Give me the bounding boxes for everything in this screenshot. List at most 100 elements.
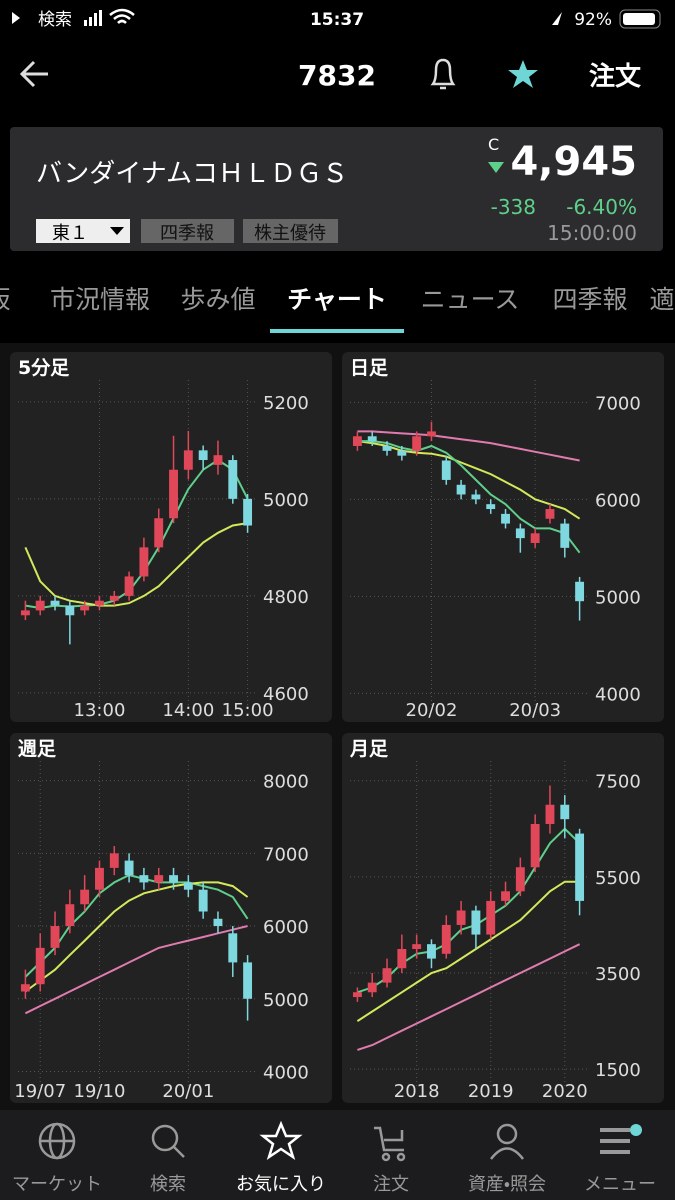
carrier: 検索 <box>38 10 72 30</box>
nav-label[interactable]: 注文 <box>373 1174 409 1195</box>
candle-body <box>471 494 481 500</box>
moving-average <box>25 458 249 610</box>
x-tick-label: 20/01 <box>162 1081 214 1102</box>
y-tick-label: 3500 <box>595 964 641 985</box>
candle-body <box>20 984 30 992</box>
candle-body <box>501 513 510 524</box>
moving-average <box>24 881 249 993</box>
x-tick-label: 2019 <box>468 1081 514 1102</box>
market-icon <box>38 1122 76 1160</box>
candle-body <box>228 460 238 499</box>
nav-label[interactable]: 検索 <box>150 1174 186 1195</box>
candle-body <box>95 867 104 890</box>
y-tick-label: 4000 <box>263 1062 309 1083</box>
moving-average <box>357 430 580 462</box>
tag[interactable]: 四季報 <box>160 223 214 244</box>
candle-body <box>352 992 362 998</box>
favorite-button[interactable] <box>508 60 538 88</box>
market-dropdown-icon <box>110 227 124 235</box>
y-tick-label: 5000 <box>595 587 641 608</box>
tab[interactable]: 歩み値 <box>180 285 255 314</box>
x-tick-label: 19/10 <box>74 1081 126 1102</box>
order-button[interactable]: 注文 <box>589 61 641 92</box>
y-tick-label: 6000 <box>263 917 309 938</box>
candle-body <box>530 533 540 543</box>
candle-body <box>198 450 208 461</box>
candle-body <box>243 498 253 526</box>
chart-panel <box>342 352 664 722</box>
back-button[interactable] <box>19 60 48 88</box>
nav-label[interactable]: メニュー <box>584 1174 656 1195</box>
nav-label[interactable]: お気に入り <box>236 1174 326 1195</box>
tag-box[interactable] <box>243 219 338 243</box>
nav-label[interactable]: マーケット <box>12 1174 102 1195</box>
quote-time: 15:00:00 <box>547 221 637 245</box>
moving-average <box>356 880 580 1022</box>
candle-body <box>456 484 466 495</box>
alert-button[interactable] <box>430 58 456 90</box>
battery-level <box>623 13 655 25</box>
candle-body <box>228 933 238 963</box>
candle-body <box>352 436 362 446</box>
candle-body <box>243 962 253 999</box>
tab[interactable]: 四季報 <box>552 285 627 314</box>
y-tick-label: 7500 <box>595 772 641 793</box>
tab[interactable]: 板 <box>0 285 11 314</box>
active-tab-indicator <box>270 329 404 333</box>
moving-average <box>357 440 581 554</box>
y-tick-label: 8000 <box>263 772 309 793</box>
candle-body <box>65 904 75 927</box>
y-tick-label: 5200 <box>263 393 309 414</box>
candle-body <box>575 581 585 602</box>
moving-average <box>357 943 581 1051</box>
moving-average <box>24 522 248 607</box>
candle-body <box>154 518 164 548</box>
candle-body <box>35 947 45 985</box>
x-tick-label: 19/07 <box>14 1081 66 1102</box>
candle-body <box>560 523 570 548</box>
bottom-nav <box>0 1110 675 1200</box>
tab[interactable]: ニュース <box>421 285 520 314</box>
candle-body <box>213 455 223 465</box>
candle-body <box>456 910 466 925</box>
candle-body <box>109 595 119 601</box>
chart-title: 月足 <box>349 738 389 760</box>
candle-body <box>124 576 134 596</box>
candle-body <box>124 860 134 876</box>
candle-body <box>515 528 525 539</box>
tag-box[interactable] <box>141 219 234 243</box>
candle-body <box>382 968 392 983</box>
stock-name: バンダイナムコＨＬＤＧＳ <box>36 159 348 189</box>
x-tick-label: 20/03 <box>509 700 561 721</box>
candle-body <box>486 900 496 935</box>
candle-body <box>169 469 178 519</box>
y-tick-label: 1500 <box>595 1060 641 1081</box>
tab[interactable]: 市況情報 <box>50 285 150 314</box>
x-tick-label: 20/02 <box>406 700 458 721</box>
candle-body <box>367 436 377 442</box>
candle-body <box>183 882 193 890</box>
candle-body <box>545 804 555 824</box>
nav-label[interactable]: 資産・照会 <box>468 1174 546 1195</box>
candle-body <box>382 445 392 451</box>
search-icon <box>151 1124 185 1158</box>
tab[interactable]: 適 <box>649 285 674 314</box>
candle-body <box>154 875 164 883</box>
candle-body <box>169 875 178 883</box>
candle-body <box>20 610 30 616</box>
wifi-icon <box>109 8 135 24</box>
favorite-icon <box>259 1120 303 1160</box>
back-indicator <box>12 12 20 24</box>
tag[interactable]: 株主優待 <box>254 223 326 244</box>
candle-body <box>65 605 75 616</box>
candle-body <box>50 600 60 606</box>
price: 4,945 <box>510 139 637 185</box>
clock: 15:37 <box>310 10 364 30</box>
moving-average <box>24 925 248 1015</box>
candle-body <box>139 547 149 577</box>
y-tick-label: 4800 <box>263 587 309 608</box>
candle-body <box>109 853 119 868</box>
stock-code: 7832 <box>298 59 376 92</box>
tab[interactable]: チャート <box>287 285 387 314</box>
